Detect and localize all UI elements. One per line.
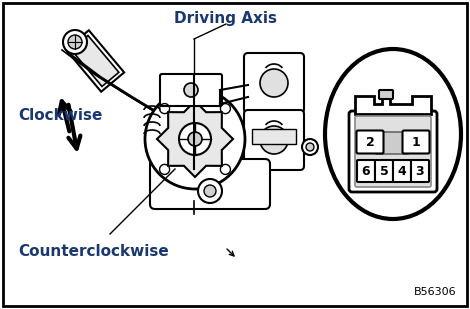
FancyBboxPatch shape (402, 130, 430, 154)
Circle shape (184, 83, 198, 97)
FancyBboxPatch shape (357, 160, 375, 182)
Circle shape (198, 179, 222, 203)
Ellipse shape (325, 49, 461, 219)
Text: B56306: B56306 (415, 287, 457, 297)
FancyBboxPatch shape (244, 110, 304, 170)
Text: Driving Axis: Driving Axis (174, 11, 277, 26)
Circle shape (188, 132, 202, 146)
Text: 4: 4 (398, 164, 407, 177)
FancyBboxPatch shape (357, 130, 384, 154)
Text: Counterclockwise: Counterclockwise (18, 243, 169, 259)
Polygon shape (66, 30, 124, 92)
Circle shape (306, 143, 314, 151)
FancyBboxPatch shape (244, 53, 304, 113)
FancyBboxPatch shape (355, 116, 431, 187)
FancyBboxPatch shape (393, 160, 411, 182)
Text: Clockwise: Clockwise (18, 108, 102, 122)
FancyBboxPatch shape (379, 90, 393, 99)
FancyBboxPatch shape (252, 129, 296, 144)
FancyBboxPatch shape (160, 74, 222, 106)
Text: 6: 6 (362, 164, 370, 177)
Circle shape (204, 185, 216, 197)
FancyBboxPatch shape (349, 111, 437, 192)
Circle shape (145, 89, 245, 189)
Circle shape (260, 126, 288, 154)
Polygon shape (355, 96, 431, 114)
Text: 1: 1 (412, 136, 420, 149)
FancyBboxPatch shape (150, 159, 270, 209)
Circle shape (260, 69, 288, 97)
Polygon shape (71, 36, 119, 87)
Text: 5: 5 (380, 164, 388, 177)
FancyBboxPatch shape (411, 160, 429, 182)
FancyBboxPatch shape (375, 160, 393, 182)
Circle shape (63, 30, 87, 54)
FancyBboxPatch shape (375, 132, 409, 154)
Circle shape (68, 35, 82, 49)
Text: 3: 3 (415, 164, 424, 177)
Circle shape (179, 123, 211, 155)
Text: 2: 2 (366, 136, 375, 149)
Circle shape (302, 139, 318, 155)
Polygon shape (157, 101, 233, 177)
